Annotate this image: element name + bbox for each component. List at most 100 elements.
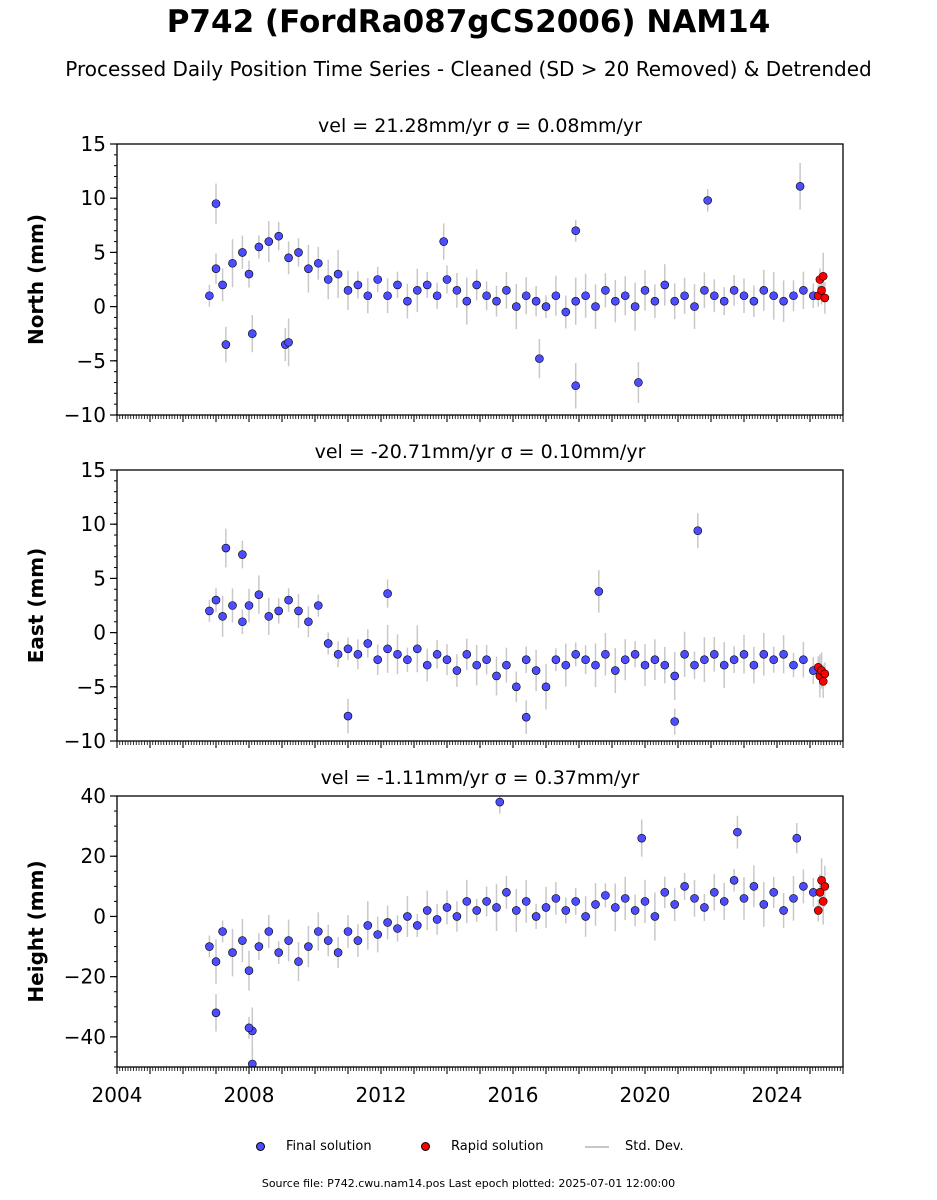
y-axis-label: North (mm) <box>24 214 48 345</box>
final-solution-point <box>650 912 660 921</box>
final-solution-point <box>749 660 759 670</box>
final-solution-point <box>591 900 600 909</box>
final-solution-point <box>403 912 412 921</box>
figure-title: P742 (FordRa087gCS2006) NAM14 <box>166 4 771 40</box>
final-solution-point <box>769 655 779 665</box>
final-solution-point <box>373 275 383 284</box>
final-solution-point <box>709 888 719 897</box>
rapid-solution-point <box>820 293 830 303</box>
final-solution-point <box>482 291 491 301</box>
y-tick-label: −10 <box>64 403 106 427</box>
final-solution-point <box>581 291 590 301</box>
final-solution-point <box>789 660 798 670</box>
final-solution-point <box>218 280 227 290</box>
legend-rapid-label: Rapid solution <box>451 1139 544 1154</box>
final-solution-point <box>383 291 392 301</box>
panel-title: vel = -20.71mm/yr σ = 0.10mm/yr <box>315 441 646 463</box>
final-solution-point <box>521 655 531 665</box>
final-solution-point <box>363 639 373 648</box>
final-solution-point <box>363 291 373 301</box>
final-solution-point <box>541 302 551 311</box>
final-solution-point <box>492 671 501 681</box>
final-solution-point <box>535 354 544 363</box>
final-solution-point <box>442 275 452 284</box>
final-solution-point <box>799 286 808 295</box>
final-solution-point <box>571 897 581 906</box>
final-solution-point <box>502 660 511 670</box>
final-solution-point <box>393 280 402 290</box>
final-solution-point <box>610 296 620 306</box>
y-tick-label: 20 <box>81 844 106 868</box>
final-solution-point <box>792 833 802 843</box>
final-solution-point <box>284 253 293 263</box>
y-tick-label: −20 <box>64 965 106 989</box>
rapid-solution-point <box>820 669 830 679</box>
final-solution-point <box>630 302 640 311</box>
final-solution-point <box>244 966 254 975</box>
final-solution-point <box>789 894 798 903</box>
final-solution-point <box>709 649 719 659</box>
final-solution-point <box>680 649 689 659</box>
final-solution-point <box>495 797 505 807</box>
y-tick-label: −40 <box>64 1025 106 1049</box>
final-solution-point <box>610 903 620 912</box>
final-solution-point <box>739 894 749 903</box>
final-solution-point <box>703 196 713 205</box>
final-solution-point <box>472 906 482 915</box>
final-solution-point <box>779 649 788 659</box>
final-solution-point <box>343 927 353 936</box>
final-solution-point <box>403 296 412 306</box>
final-solution-point <box>531 912 541 921</box>
final-solution-point <box>432 915 442 924</box>
panel-title: vel = -1.11mm/yr σ = 0.37mm/yr <box>321 767 640 789</box>
final-solution-point <box>238 248 247 257</box>
final-solution-point <box>719 897 729 906</box>
final-solution-point <box>363 921 373 930</box>
final-solution-point <box>304 264 313 273</box>
final-solution-point <box>221 340 231 349</box>
x-tick-label: 2020 <box>620 1083 671 1107</box>
final-solution-point <box>264 927 274 936</box>
final-solution-point <box>353 649 363 659</box>
final-solution-point <box>551 655 561 665</box>
legend-std-label: Std. Dev. <box>625 1139 684 1154</box>
final-solution-point <box>228 601 237 610</box>
final-solution-point <box>799 882 808 891</box>
final-solution-point <box>601 286 610 295</box>
final-solution-point <box>442 655 452 665</box>
final-solution-point <box>637 833 647 843</box>
final-solution-point <box>323 639 333 648</box>
final-solution-point <box>591 302 600 311</box>
final-solution-point <box>581 655 590 665</box>
final-solution-point <box>759 900 769 909</box>
final-solution-point <box>581 912 590 921</box>
final-solution-point <box>610 666 620 675</box>
final-solution-point <box>254 590 264 599</box>
final-solution-point <box>492 296 501 306</box>
final-solution-point <box>511 682 521 692</box>
final-solution-point <box>561 307 571 317</box>
final-solution-point <box>393 924 402 933</box>
rapid-solution-point <box>817 286 826 295</box>
final-solution-point <box>482 655 491 665</box>
final-solution-point <box>343 286 353 295</box>
rapid-solution-point <box>813 906 823 915</box>
y-axis-label: East (mm) <box>24 548 48 664</box>
final-solution-point <box>205 942 214 951</box>
final-solution-point <box>769 888 779 897</box>
final-solution-point <box>521 712 531 722</box>
rapid-solution-point <box>818 677 828 686</box>
final-solution-point <box>571 296 581 306</box>
y-tick-label: 0 <box>93 295 106 319</box>
final-solution-point <box>472 280 482 290</box>
final-solution-point <box>551 291 561 301</box>
final-solution-point <box>452 286 462 295</box>
final-solution-point <box>601 891 610 900</box>
panel-2-data-area <box>205 796 830 1067</box>
final-solution-point <box>759 649 769 659</box>
final-solution-point <box>393 649 402 659</box>
final-solution-point <box>799 655 808 665</box>
final-solution-point <box>412 921 422 930</box>
final-solution-point <box>422 906 432 915</box>
